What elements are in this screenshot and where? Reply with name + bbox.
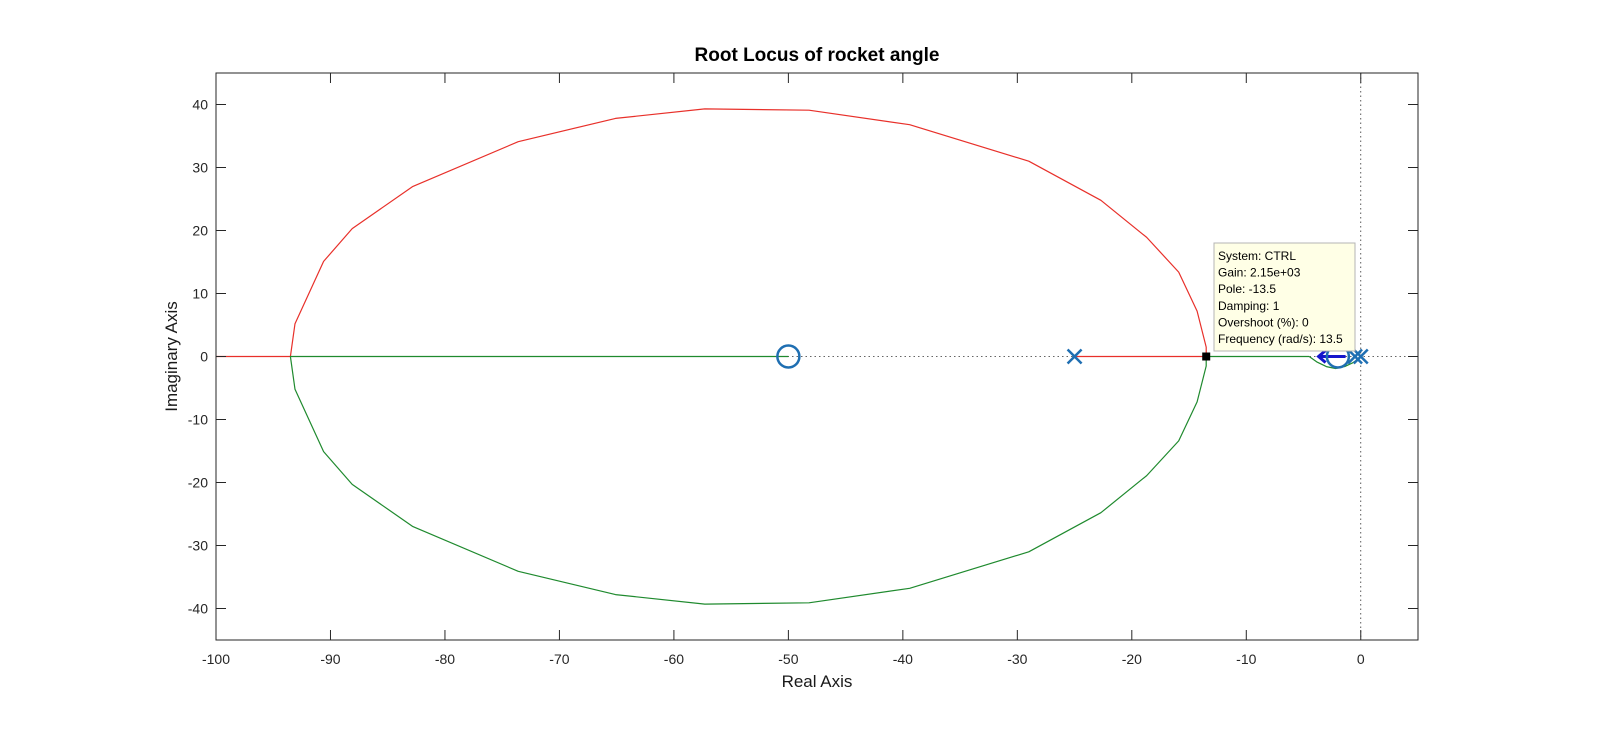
pole-zero-markers <box>776 344 1369 369</box>
datatip-line: Pole: -13.5 <box>1218 282 1276 296</box>
datatip-line: Damping: 1 <box>1218 299 1280 313</box>
x-tick-label: -20 <box>1122 651 1142 667</box>
x-tick-label: -90 <box>320 651 340 667</box>
direction-arrow-head <box>1316 349 1327 364</box>
x-axis-ticks: -100 -90 -80 -70 -60 -50 -40 -30 -20 -10 0 <box>202 73 1365 667</box>
pole-marker-stroke <box>1066 348 1083 365</box>
pole-marker <box>1352 348 1369 365</box>
zero-marker <box>776 344 801 369</box>
datatip-line: System: CTRL <box>1218 249 1296 263</box>
y-tick-label: 30 <box>192 160 208 176</box>
y-tick-label: 10 <box>192 286 208 302</box>
datatip[interactable]: System: CTRL Gain: 2.15e+03 Pole: -13.5 Dam… <box>1202 242 1356 361</box>
x-tick-label: -40 <box>893 651 913 667</box>
y-tick-label: 20 <box>192 223 208 239</box>
pole-marker-stroke <box>1347 348 1363 365</box>
x-tick-label: -60 <box>664 651 684 667</box>
chart-title: Root Locus of rocket angle <box>695 45 940 66</box>
datatip-anchor <box>1202 352 1211 361</box>
y-tick-label: 40 <box>192 97 208 113</box>
x-axis-label: Real Axis <box>782 672 853 691</box>
pole-marker <box>1347 348 1363 365</box>
datatip-box <box>1213 242 1356 352</box>
y-tick-label: -40 <box>188 601 208 617</box>
datatip-line: Frequency (rad/s): 13.5 <box>1218 332 1343 346</box>
x-tick-label: -80 <box>435 651 455 667</box>
pole-marker-stroke <box>1352 348 1369 365</box>
y-axis-label: Imaginary Axis <box>162 301 181 412</box>
x-tick-label: 0 <box>1357 651 1365 667</box>
y-tick-label: -20 <box>188 475 208 491</box>
x-tick-label: -30 <box>1007 651 1027 667</box>
x-tick-label: -70 <box>549 651 569 667</box>
pole-marker <box>1066 348 1083 365</box>
locus-branch-green-1 <box>289 355 1310 605</box>
y-tick-label: -10 <box>188 412 208 428</box>
x-tick-label: -50 <box>778 651 798 667</box>
y-tick-label: -30 <box>188 538 208 554</box>
datatip-line: Overshoot (%): 0 <box>1218 315 1309 329</box>
y-tick-label: 0 <box>200 349 208 365</box>
locus-branch-red-0 <box>216 108 1207 358</box>
y-axis-ticks: -40 -30 -20 -10 0 10 20 30 40 <box>188 97 1418 617</box>
x-tick-label: -10 <box>1236 651 1256 667</box>
x-tick-label: -100 <box>202 651 230 667</box>
datatip-line: Gain: 2.15e+03 <box>1218 266 1301 280</box>
